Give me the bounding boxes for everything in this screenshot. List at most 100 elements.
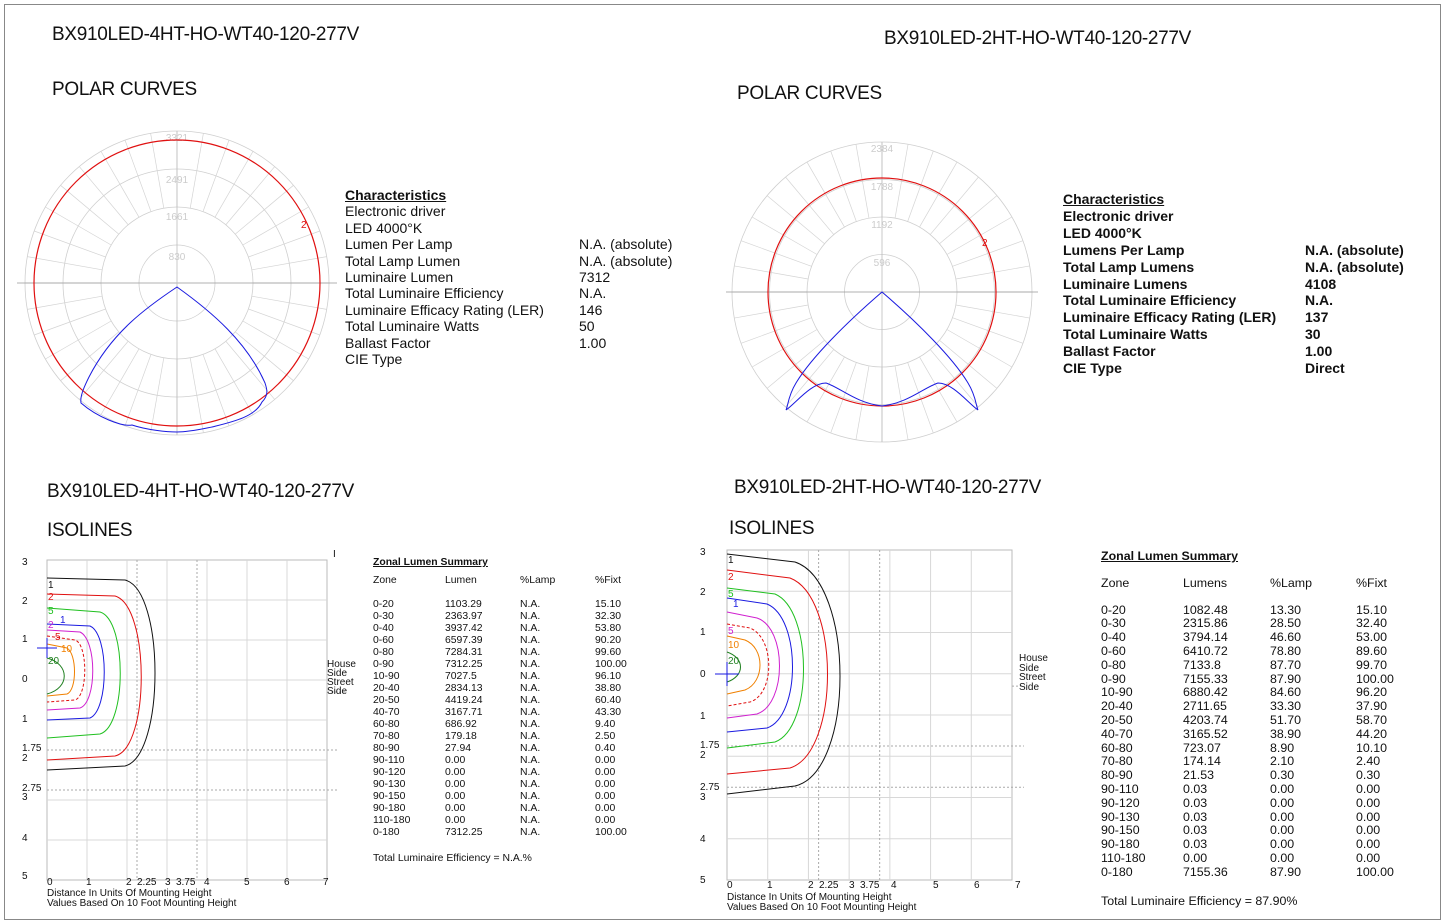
- zonal-cell: N.A.: [520, 791, 541, 802]
- left-zonal-summary: Zonal Lumen Summary Zone Lumen %Lamp %Fixt …: [373, 557, 627, 865]
- zonal-heading: Zonal Lumen Summary: [373, 557, 488, 568]
- zonal-cell: 53.80: [595, 623, 622, 634]
- char-key: Luminaire Lumens: [1063, 275, 1188, 292]
- iso-footer: Distance In Units Of Mounting Height: [47, 888, 212, 899]
- y-axis-label: 1: [22, 634, 28, 645]
- zonal-cell: 7284.31: [445, 647, 483, 658]
- zonal-row: 0-40 3937.42 N.A. 53.80: [373, 623, 627, 635]
- char-key: Total Luminaire Efficiency: [1063, 292, 1237, 309]
- char-value: N.A. (absolute): [579, 252, 673, 269]
- zonal-cell: 38.90: [1270, 726, 1302, 741]
- zonal-cell: 0.40: [595, 743, 616, 754]
- zonal-cell: 0.00: [445, 803, 466, 814]
- isoline: [726, 635, 761, 695]
- right-isolines-title: BX910LED-2HT-HO-WT40-120-277V: [734, 477, 1042, 498]
- ring-label: 596: [874, 258, 891, 269]
- char-value: N.A. (absolute): [1305, 241, 1404, 258]
- y-axis-label: 0: [22, 674, 28, 685]
- iso-footer: Values Based On 10 Foot Mounting Height: [47, 898, 237, 909]
- zonal-cell: 686.92: [445, 719, 477, 730]
- y-axis-label: 4: [22, 833, 28, 844]
- char-line: LED 4000°K: [345, 219, 423, 236]
- red-curve: [33, 139, 321, 427]
- zonal-cell: 0.00: [445, 779, 466, 790]
- zonal-row: 0-80 7133.8 87.70 99.70: [1101, 658, 1394, 673]
- zonal-row: 10-90 6880.42 84.60 96.20: [1101, 685, 1394, 700]
- x-axis-label: 5: [244, 877, 250, 888]
- curve-label: 2: [301, 220, 307, 231]
- y-axis-label: 1: [700, 627, 706, 638]
- left-polar-heading: POLAR CURVES: [52, 79, 197, 100]
- zonal-row: 90-150 0.03 0.00 0.00: [1101, 823, 1394, 838]
- x-axis-label: 1: [767, 880, 773, 891]
- char-key: CIE Type: [345, 351, 403, 368]
- zonal-cell: 0.00: [1270, 837, 1295, 852]
- tick-mark: I: [333, 549, 336, 560]
- zonal-cell: 90.20: [595, 635, 622, 646]
- zonal-cell: 2.50: [595, 731, 616, 742]
- zonal-cell: 0.03: [1183, 823, 1208, 838]
- ring-label: 1661: [166, 212, 189, 223]
- zonal-cell: N.A.: [520, 827, 541, 838]
- zonal-col: Lumens: [1183, 575, 1228, 590]
- zonal-cell: 0-20: [1101, 602, 1126, 617]
- zonal-row: 90-180 0.00 N.A. 0.00: [373, 803, 627, 815]
- y-axis-label: 0: [700, 669, 706, 680]
- zonal-row: 90-120 0.03 0.00 0.00: [1101, 795, 1394, 811]
- zonal-row: 0-20 1103.29 N.A. 15.10: [373, 599, 627, 611]
- zonal-cell: 179.18: [445, 731, 477, 742]
- zonal-cell: 0.00: [1270, 795, 1295, 810]
- zonal-cell: 7312.25: [445, 659, 483, 670]
- zonal-cell: 60-80: [373, 719, 400, 730]
- zonal-cell: 90-180: [1101, 837, 1140, 852]
- char-value: 4108: [1305, 275, 1337, 292]
- characteristics-heading: Characteristics: [1063, 191, 1165, 207]
- zonal-col: Lumen: [445, 575, 477, 586]
- zonal-cell: 20-40: [1101, 699, 1133, 714]
- x-axis-label: 2: [126, 877, 132, 888]
- y-axis-label: 1: [22, 714, 28, 725]
- x-axis-label: 3.75: [176, 877, 196, 888]
- y-axis-label: 2.75: [700, 782, 720, 793]
- x-axis-label: 2.25: [137, 877, 157, 888]
- zonal-cell: 0.00: [595, 779, 616, 790]
- right-model-title: BX910LED-2HT-HO-WT40-120-277V: [884, 28, 1192, 49]
- zonal-cell: 60.40: [595, 695, 622, 706]
- left-isolines-chart: 1 2 5 1 2 5 10 20: [37, 559, 345, 881]
- x-axis-label: 3.75: [860, 880, 880, 891]
- zonal-cell: 174.14: [1183, 754, 1221, 769]
- isoline: [46, 657, 65, 695]
- char-value: 50: [579, 318, 595, 335]
- ring-label: 1192: [871, 220, 893, 231]
- ring-label: 3321: [166, 133, 189, 144]
- char-value: 146: [579, 301, 603, 318]
- zonal-row: 20-40 2711.65 33.30 37.90: [1101, 699, 1394, 714]
- char-value: N.A. (absolute): [579, 236, 673, 253]
- iso-footer: Values Based On 10 Foot Mounting Height: [727, 902, 917, 913]
- char-value: Direct: [1305, 360, 1345, 377]
- page-border: [4, 4, 1441, 920]
- x-axis-label: 0: [47, 877, 53, 888]
- zonal-cell: 10-90: [1101, 685, 1133, 700]
- zonal-cell: 0-30: [373, 611, 394, 622]
- zonal-cell: 0-30: [1101, 616, 1126, 631]
- zonal-cell: 0.00: [1356, 850, 1381, 865]
- char-line: Electronic driver: [345, 203, 446, 220]
- zonal-cell: 0.00: [1356, 823, 1381, 838]
- zonal-row: 10-90 7027.5 N.A. 96.10: [373, 671, 627, 683]
- zonal-cell: 90-110: [1101, 781, 1139, 796]
- char-key: Total Lamp Lumens: [1063, 258, 1195, 275]
- zonal-row: 40-70 3165.52 38.90 44.20: [1101, 726, 1394, 742]
- zonal-cell: 96.10: [595, 671, 622, 682]
- zonal-cell: 51.70: [1270, 712, 1302, 727]
- zonal-cell: 723.07: [1183, 740, 1221, 755]
- char-value: 7312: [579, 269, 611, 286]
- zonal-cell: 33.30: [1270, 699, 1302, 714]
- zonal-cell: N.A.: [520, 695, 541, 706]
- zonal-cell: 43.30: [595, 707, 622, 718]
- isoline: [46, 623, 105, 721]
- zonal-cell: 4203.74: [1183, 712, 1228, 727]
- char-key: Lumen Per Lamp: [345, 236, 453, 253]
- char-value: N.A.: [1305, 292, 1333, 309]
- y-axis-label: 1.75: [22, 743, 42, 754]
